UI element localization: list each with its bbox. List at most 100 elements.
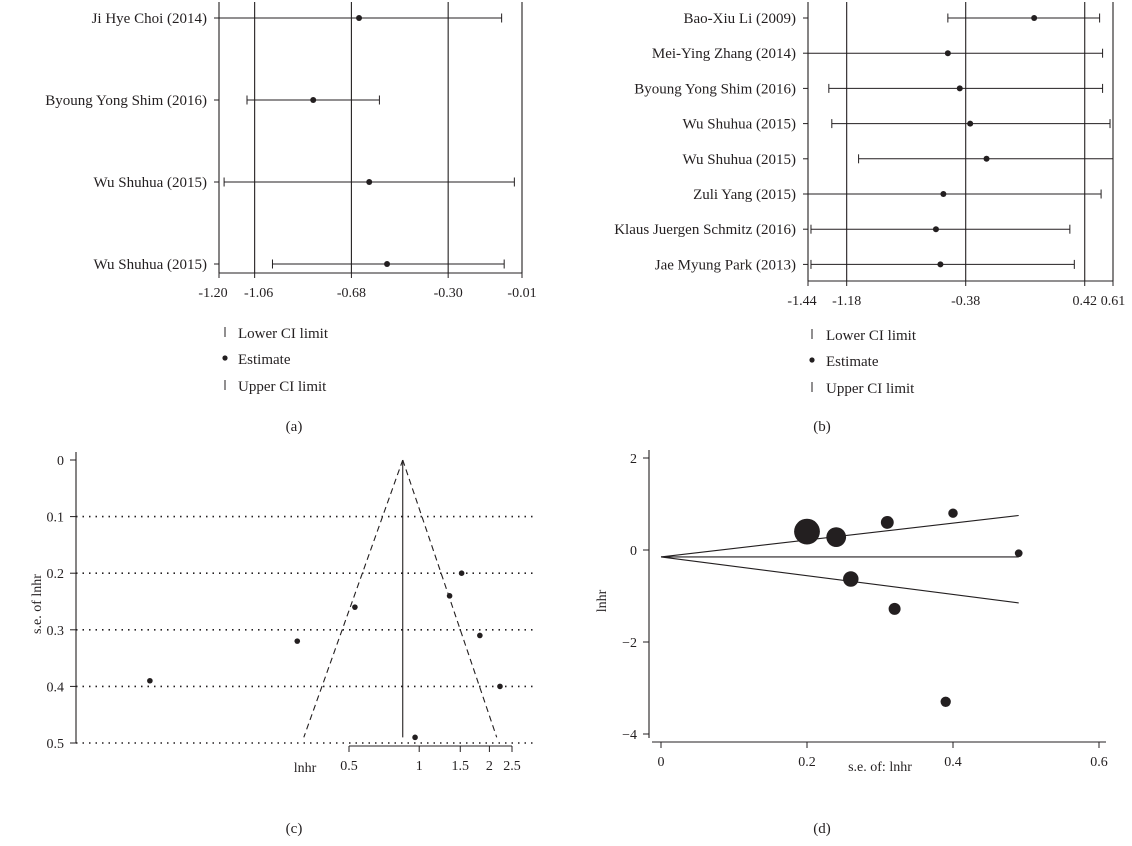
- x-tick-label: -1.20: [198, 286, 227, 301]
- study-point: [794, 518, 820, 545]
- panel-b-forest-plot: Bao-Xiu Li (2009) Mei-Ying Zhang (2014) By…: [614, 2, 1125, 397]
- study-point: [888, 602, 901, 615]
- panel-d-caption: (d): [813, 821, 831, 837]
- study-point: [147, 677, 153, 684]
- legend-upper-ci-label: Upper CI limit: [238, 379, 327, 395]
- estimate-point: [967, 120, 974, 127]
- study-label: Wu Shuhua (2015): [93, 175, 207, 191]
- panel-d-points: [794, 508, 1023, 707]
- estimate-point: [366, 179, 373, 185]
- x-tick-label: -0.01: [507, 286, 536, 301]
- study-point: [477, 632, 483, 639]
- x-tick-label: 0.2: [798, 755, 816, 770]
- panel-b-legend: Lower CI limit Estimate Upper CI limit: [809, 328, 917, 397]
- panel-a-forest-plot: Ji Hye Choi (2014) Byoung Yong Shim (2016…: [45, 2, 537, 395]
- y-tick-label: 0.1: [47, 511, 65, 526]
- study-point: [412, 734, 418, 741]
- panel-c-axes: 0 0.1 0.2 0.3 0.4 0.5 0.5 1 1.5 2 2.5: [47, 452, 521, 774]
- x-tick-label: -1.18: [832, 294, 861, 309]
- study-label: Mei-Ying Zhang (2014): [652, 46, 796, 62]
- study-point: [294, 638, 301, 644]
- x-tick-label: 1.5: [452, 759, 470, 774]
- x-tick-label: -0.68: [337, 286, 366, 301]
- study-point: [458, 570, 465, 576]
- y-tick-label: 2: [630, 452, 637, 467]
- y-tick-label: 0: [57, 454, 64, 469]
- funnel-right-bound: [402, 459, 498, 738]
- panel-c-points: [147, 570, 503, 741]
- estimate-point: [356, 15, 363, 21]
- x-tick-label: 2.5: [503, 759, 521, 774]
- study-point: [843, 571, 859, 587]
- x-tick-label: -1.44: [787, 294, 816, 309]
- x-tick-label: 0.4: [944, 755, 962, 770]
- panel-a-caption: (a): [286, 419, 303, 435]
- study-label: Wu Shuhua (2015): [682, 152, 796, 168]
- x-tick-label: 0: [658, 755, 665, 770]
- panel-a-x-ticks: -1.20 -1.06 -0.68 -0.30 -0.01: [198, 273, 537, 301]
- x-tick-label: 1: [416, 759, 423, 774]
- panel-b-caption: (b): [813, 419, 831, 435]
- study-point: [446, 593, 453, 599]
- study-point: [880, 515, 894, 529]
- panel-c-dotted-gridlines: [76, 515, 534, 744]
- y-tick-label: 0.2: [47, 567, 65, 582]
- study-point: [1014, 549, 1023, 558]
- legend-estimate-label: Estimate: [238, 352, 291, 368]
- legend-lower-ci-label: Lower CI limit: [238, 326, 329, 342]
- x-tick-label: -0.38: [951, 294, 980, 309]
- panel-d-x-axis-label: s.e. of: lnhr: [848, 760, 912, 775]
- study-point: [940, 696, 951, 707]
- panel-b-frame: [807, 2, 1114, 282]
- panel-c-caption: (c): [286, 821, 303, 837]
- estimate-point: [956, 85, 963, 92]
- study-label: Wu Shuhua (2015): [93, 257, 207, 273]
- estimate-point: [983, 155, 990, 162]
- study-point: [497, 683, 503, 690]
- legend-upper-ci-label: Upper CI limit: [826, 381, 915, 397]
- panel-c-funnel-plot: 0 0.1 0.2 0.3 0.4 0.5 0.5 1 1.5 2 2.5 lnhr s.e. of…: [30, 452, 534, 776]
- y-tick-label: 0: [630, 544, 637, 559]
- estimate-point: [1031, 15, 1038, 21]
- legend-estimate-icon: [222, 355, 228, 361]
- funnel-left-bound: [303, 459, 404, 738]
- estimate-point: [932, 226, 939, 233]
- study-label: Ji Hye Choi (2014): [92, 11, 207, 27]
- panel-b-rows: Bao-Xiu Li (2009) Mei-Ying Zhang (2014) By…: [614, 11, 1114, 273]
- x-tick-label: -0.30: [434, 286, 463, 301]
- panel-b-x-ticks: -1.44 -1.18 -0.38 0.42 0.61: [787, 281, 1125, 309]
- x-tick-label: -1.06: [244, 286, 273, 301]
- study-label: Wu Shuhua (2015): [682, 117, 796, 133]
- x-tick-label: 2: [486, 759, 493, 774]
- x-tick-label: 0.6: [1090, 755, 1108, 770]
- panel-d-y-axis-label: lnhr: [595, 589, 610, 612]
- study-label: Jae Myung Park (2013): [655, 257, 796, 273]
- panel-d-radial-plot: 2 0 −2 −4 0 0.2 0.4 0.6 s.e. of: lnhr lnhr: [595, 450, 1108, 775]
- panel-b-gridlines: [846, 2, 1086, 281]
- y-tick-label: 0.4: [47, 680, 65, 695]
- panel-a-legend: Lower CI limit Estimate Upper CI limit: [222, 326, 329, 395]
- panel-c-y-axis-label: s.e. of lnhr: [30, 574, 45, 634]
- study-label: Byoung Yong Shim (2016): [634, 81, 796, 97]
- estimate-point: [944, 50, 951, 57]
- legend-lower-ci-label: Lower CI limit: [826, 328, 917, 344]
- study-point: [826, 527, 847, 548]
- study-label: Klaus Juergen Schmitz (2016): [614, 222, 796, 238]
- panel-c-funnel: [303, 459, 498, 738]
- x-tick-label: 0.5: [340, 759, 358, 774]
- panel-d-axes: 2 0 −2 −4 0 0.2 0.4 0.6: [622, 450, 1108, 770]
- study-point: [352, 604, 358, 610]
- x-tick-label: 0.42: [1072, 294, 1097, 309]
- study-label: Bao-Xiu Li (2009): [684, 11, 796, 27]
- reference-line: [660, 556, 1019, 604]
- estimate-point: [310, 97, 317, 103]
- study-label: Byoung Yong Shim (2016): [45, 93, 207, 109]
- y-tick-label: 0.3: [47, 624, 65, 639]
- estimate-point: [937, 261, 944, 268]
- study-label: Zuli Yang (2015): [693, 187, 796, 203]
- panel-a-rows: Ji Hye Choi (2014) Byoung Yong Shim (2016…: [45, 11, 515, 273]
- panel-c-x-axis-label: lnhr: [294, 761, 317, 776]
- study-point: [948, 508, 958, 518]
- legend-estimate-icon: [809, 357, 815, 363]
- x-tick-label: 0.61: [1101, 294, 1126, 309]
